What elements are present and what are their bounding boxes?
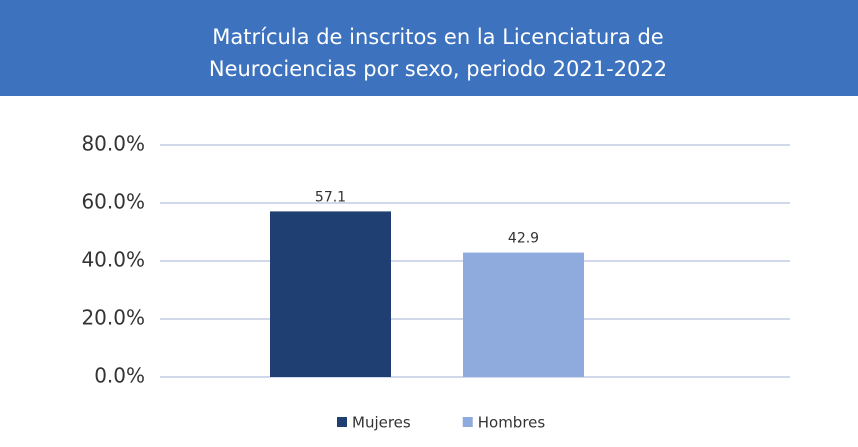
value-label: 57.1 — [315, 189, 346, 205]
chart-title: Matrícula de inscritos en la Licenciatur… — [212, 25, 663, 49]
bar — [270, 211, 391, 377]
y-tick-label: 20.0% — [81, 306, 145, 330]
y-tick-label: 0.0% — [94, 364, 145, 388]
y-tick-label: 40.0% — [81, 248, 145, 272]
legend-swatch — [462, 417, 473, 427]
legend-swatch — [337, 417, 347, 427]
title-banner — [0, 0, 858, 96]
bar — [463, 252, 584, 377]
y-tick-label: 60.0% — [81, 190, 145, 214]
legend-label: Hombres — [478, 414, 546, 432]
chart-title: Neurociencias por sexo, periodo 2021-202… — [209, 57, 667, 81]
value-label: 42.9 — [508, 231, 539, 247]
y-tick-label: 80.0% — [81, 132, 145, 156]
legend-label: Mujeres — [352, 414, 411, 432]
